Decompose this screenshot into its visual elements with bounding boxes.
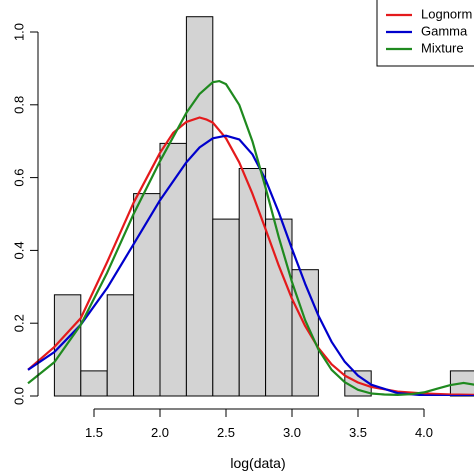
y-tick-label-2: 0.4 (11, 241, 26, 259)
histogram-bar-5 (185, 16, 214, 397)
y-tick-label-1: 0.2 (11, 314, 26, 332)
y-tick-label-4: 0.8 (11, 96, 26, 114)
x-tick-label-5: 4.0 (415, 425, 433, 440)
legend: Lognorm Gamma Mixture (376, 0, 474, 67)
x-tick-label-0: 1.5 (85, 425, 103, 440)
y-axis: 0.0 0.2 0.4 0.6 0.8 1.0 (11, 23, 39, 405)
x-tick-label-1: 2.0 (151, 425, 169, 440)
histogram-bar-1 (80, 370, 108, 397)
histogram-bar-6 (212, 218, 240, 397)
x-tick-label-4: 3.5 (349, 425, 367, 440)
density-curves (27, 80, 474, 396)
histogram-bar-2 (106, 294, 135, 397)
y-tick-label-3: 0.6 (11, 169, 26, 187)
legend-label-gamma: Gamma (421, 23, 468, 38)
histogram-bar-7 (238, 168, 267, 397)
legend-label-mixture: Mixture (421, 40, 464, 55)
x-tick-label-3: 3.0 (283, 425, 301, 440)
x-axis: 1.5 2.0 2.5 3.0 3.5 4.0 (85, 408, 433, 440)
curve-lognormal (27, 116, 474, 396)
histogram-bars (53, 16, 474, 397)
histogram-bar-9 (291, 269, 319, 397)
x-axis-label: log(data) (230, 455, 285, 471)
curve-mixture (27, 80, 474, 396)
legend-label-lognormal: Lognorm (421, 6, 472, 21)
curve-gamma (27, 134, 474, 396)
histogram-bar-8 (265, 218, 293, 397)
histogram-bar-0 (53, 294, 82, 397)
y-tick-label-5: 1.0 (11, 23, 26, 41)
x-tick-label-2: 2.5 (217, 425, 235, 440)
histogram-bar-3 (133, 193, 161, 397)
histogram-bar-4 (159, 142, 187, 397)
y-tick-label-0: 0.0 (11, 387, 26, 405)
